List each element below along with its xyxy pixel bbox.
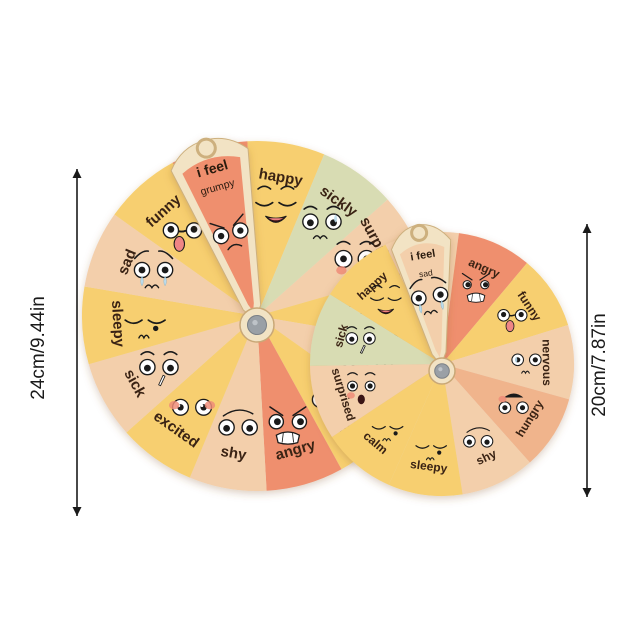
- svg-text:nervous: nervous: [539, 339, 554, 386]
- svg-text:sleepy: sleepy: [108, 300, 128, 348]
- svg-text:20cm/7.87in: 20cm/7.87in: [589, 313, 610, 417]
- svg-text:24cm/9.44in: 24cm/9.44in: [28, 296, 49, 400]
